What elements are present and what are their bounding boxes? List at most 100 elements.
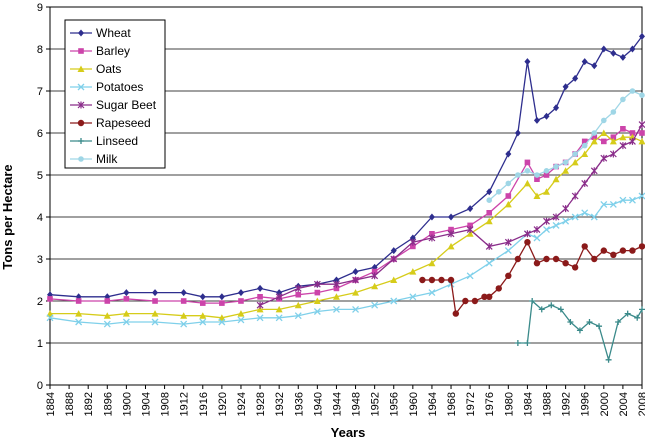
data-point xyxy=(275,314,283,322)
x-tick-label: 1916 xyxy=(198,392,210,416)
data-point xyxy=(629,88,636,94)
data-point xyxy=(523,230,531,238)
data-point xyxy=(634,314,641,321)
data-point xyxy=(624,310,631,317)
data-point xyxy=(576,327,583,334)
data-point xyxy=(552,175,560,183)
data-point xyxy=(571,192,579,200)
data-point xyxy=(238,298,244,304)
x-tick-label: 1960 xyxy=(408,392,420,416)
data-point xyxy=(409,238,417,246)
data-point xyxy=(352,305,360,313)
data-point xyxy=(504,200,512,208)
data-point xyxy=(276,289,283,297)
data-point xyxy=(256,301,264,309)
data-point xyxy=(523,179,531,187)
data-point xyxy=(486,293,493,300)
data-point xyxy=(180,320,188,328)
data-point xyxy=(600,45,607,53)
data-point xyxy=(75,298,82,304)
data-point xyxy=(313,280,321,288)
data-point xyxy=(485,217,493,225)
x-tick-label: 1896 xyxy=(102,392,114,416)
x-tick-label: 1944 xyxy=(331,392,343,416)
data-point xyxy=(428,234,436,242)
data-point xyxy=(275,293,283,301)
data-point xyxy=(639,32,645,40)
x-tick-label: 1924 xyxy=(236,392,248,416)
x-tick-label: 1948 xyxy=(351,392,363,416)
data-point xyxy=(562,167,570,174)
data-point xyxy=(103,312,111,319)
data-point xyxy=(609,200,617,208)
data-point xyxy=(428,213,435,221)
data-point xyxy=(524,159,531,166)
data-point xyxy=(600,154,608,162)
data-point xyxy=(610,49,617,57)
data-point xyxy=(562,83,569,91)
data-point xyxy=(462,297,469,305)
data-point xyxy=(581,150,589,157)
data-point xyxy=(571,158,579,166)
data-point xyxy=(237,316,245,324)
data-series xyxy=(46,32,645,363)
data-point xyxy=(590,213,598,221)
x-tick-label: 1912 xyxy=(179,392,191,416)
data-point xyxy=(371,268,378,275)
data-point xyxy=(448,226,454,233)
data-point xyxy=(295,291,302,298)
data-point xyxy=(572,74,579,82)
data-point xyxy=(581,179,589,187)
data-point xyxy=(371,301,379,309)
data-point xyxy=(151,310,159,317)
data-point xyxy=(567,319,574,325)
x-tick-label: 1976 xyxy=(484,392,496,416)
data-point xyxy=(639,130,645,136)
x-tick-label: 1940 xyxy=(312,392,324,416)
y-tick-label: 1 xyxy=(37,338,43,350)
data-point xyxy=(352,276,359,284)
x-tick-label: 1952 xyxy=(370,392,382,416)
x-tick-label: 1900 xyxy=(121,392,133,416)
data-point xyxy=(581,138,588,145)
data-point xyxy=(543,112,550,120)
data-point xyxy=(466,226,474,234)
data-point xyxy=(543,226,550,234)
data-point xyxy=(514,340,521,346)
y-tick-label: 9 xyxy=(37,2,43,14)
series-sugar-beet xyxy=(256,121,645,309)
legend-marker xyxy=(78,156,84,162)
y-tick-label: 4 xyxy=(37,212,43,224)
data-point xyxy=(448,213,455,221)
y-tick-label: 3 xyxy=(37,254,43,266)
data-point xyxy=(151,318,159,326)
data-point xyxy=(610,134,617,140)
data-point xyxy=(619,53,626,61)
data-point xyxy=(218,293,225,301)
legend-marker xyxy=(77,119,85,127)
data-point xyxy=(619,142,627,150)
y-tick-label: 7 xyxy=(37,86,43,98)
data-point xyxy=(122,310,130,317)
data-point xyxy=(591,255,598,263)
data-point xyxy=(256,305,264,313)
data-point xyxy=(257,294,263,300)
data-point xyxy=(590,137,598,145)
data-point xyxy=(619,247,627,254)
data-point xyxy=(629,45,636,53)
series-linseed xyxy=(514,298,645,363)
x-tick-label: 1884 xyxy=(45,392,57,416)
data-point xyxy=(467,222,473,229)
data-point xyxy=(638,192,645,200)
data-point xyxy=(199,318,207,326)
data-point xyxy=(219,300,225,306)
data-point xyxy=(409,293,417,301)
data-point xyxy=(428,289,436,297)
data-point xyxy=(543,168,550,174)
data-point xyxy=(438,276,445,284)
data-point xyxy=(557,306,564,313)
data-point xyxy=(103,320,111,328)
data-point xyxy=(533,192,541,199)
data-point xyxy=(505,150,512,158)
data-point xyxy=(333,276,340,284)
